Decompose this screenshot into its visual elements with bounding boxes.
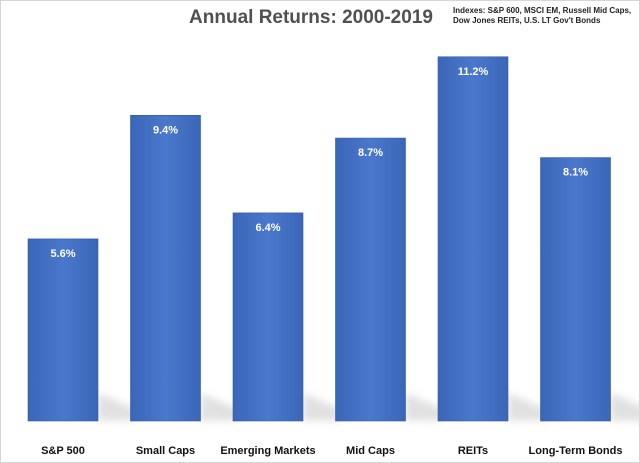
data-label: 6.4%: [255, 222, 280, 234]
data-label: 8.1%: [563, 167, 588, 179]
bar-shadow: [200, 393, 243, 421]
annotation-line: Indexes: S&P 600, MSCI EM, Russell Mid C…: [453, 6, 632, 15]
data-label: 11.2%: [458, 66, 489, 78]
bar: [130, 115, 201, 422]
chart-annotation: Indexes: S&P 600, MSCI EM, Russell Mid C…: [453, 6, 637, 26]
bar-shadow: [303, 393, 345, 421]
bar: [232, 212, 304, 422]
bar: [540, 157, 611, 422]
chart-title: Annual Returns: 2000-2019: [189, 7, 433, 28]
category-label: Mid Caps: [346, 445, 395, 457]
bar-shadow: [405, 393, 448, 421]
bar: [27, 238, 99, 422]
category-label: S&P 500: [41, 445, 85, 457]
category-label: Emerging Markets: [220, 445, 315, 457]
bar-shadow: [508, 393, 550, 421]
annotation-line: Dow Jones REITs, U.S. LT Gov't Bonds: [453, 16, 601, 25]
bar-shadow: [610, 393, 639, 421]
bar: [437, 56, 509, 422]
category-label: Long-Term Bonds: [529, 445, 623, 457]
data-label: 9.4%: [153, 124, 178, 136]
category-label: Small Caps: [136, 445, 195, 457]
category-label: REITs: [458, 445, 488, 457]
data-label: 8.7%: [358, 147, 383, 159]
bar: [335, 137, 406, 422]
data-label: 5.6%: [50, 248, 75, 260]
bar-shadow: [98, 393, 140, 421]
